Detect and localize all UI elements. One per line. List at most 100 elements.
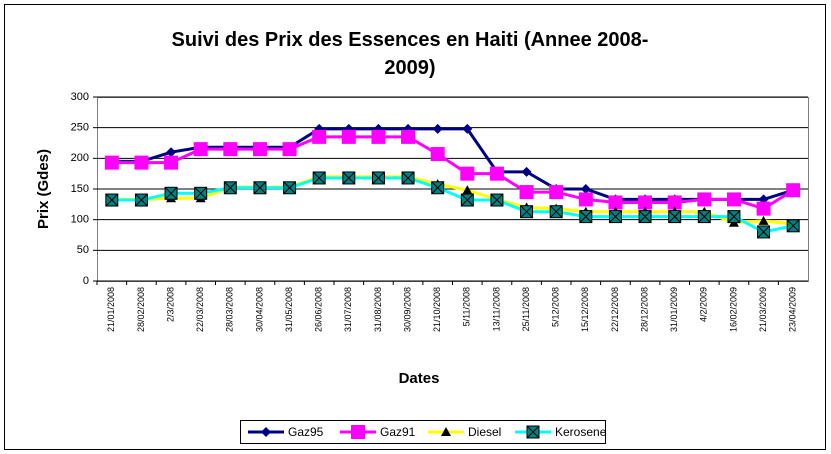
y-tick-label: 100 [71, 214, 89, 226]
x-axis-title: Dates [399, 370, 440, 387]
marker-cross [609, 210, 622, 223]
x-tick-label: 4/2/2009 [699, 287, 709, 322]
point [580, 184, 591, 194]
marker-cross [757, 225, 770, 239]
x-tick-label: 15/12/2008 [580, 287, 590, 332]
marker-cross [283, 181, 296, 195]
point [252, 142, 267, 157]
point [104, 155, 119, 170]
y-tick-label: 200 [71, 152, 89, 164]
x-tick-label: 16/02/2009 [728, 287, 738, 332]
legend-marker [261, 427, 271, 437]
marker-cross [549, 205, 563, 219]
point [519, 185, 534, 200]
point [460, 166, 475, 181]
legend-label: Kerosene [555, 425, 607, 439]
marker-cross [312, 171, 326, 185]
point [638, 195, 653, 210]
point [756, 201, 771, 216]
marker-cross [727, 210, 741, 223]
marker-cross [342, 171, 356, 185]
marker-cross [786, 219, 800, 233]
point [430, 147, 445, 162]
point [223, 142, 238, 157]
point [462, 185, 473, 195]
x-tick-label: 25/11/2008 [521, 287, 531, 331]
x-tick-label: 31/01/2009 [669, 287, 679, 332]
marker-cross [490, 193, 504, 207]
legend-marker [351, 425, 365, 439]
marker-cross [223, 181, 237, 195]
point [166, 147, 177, 158]
y-axis-title: Prix (Gdes) [35, 149, 52, 229]
point [341, 129, 356, 144]
x-tick-label: 30/04/2008 [254, 287, 264, 332]
marker-cross [697, 210, 711, 223]
point [758, 215, 769, 225]
point [193, 142, 208, 157]
point [134, 155, 149, 170]
chart-title: Suivi des Prix des Essences en Haiti (An… [171, 29, 649, 79]
point [608, 195, 623, 210]
point [432, 123, 443, 134]
legend-box [240, 420, 606, 444]
x-tick-label: 28/12/2008 [639, 287, 649, 332]
x-tick-label: 22/12/2008 [610, 287, 620, 332]
x-tick-label: 5/11/2008 [462, 287, 472, 326]
legend-label: Gaz91 [380, 425, 416, 439]
point [312, 129, 327, 144]
marker-cross [668, 210, 682, 223]
x-tick-label: 5/12/2008 [551, 287, 561, 327]
point [164, 155, 179, 170]
marker-cross [579, 210, 593, 223]
point [521, 166, 532, 177]
point [462, 123, 473, 134]
x-tick-label: 30/09/2008 [402, 287, 412, 332]
y-tick-label: 50 [77, 244, 89, 256]
marker-cross [401, 171, 415, 185]
point [697, 192, 712, 207]
marker-cross [520, 205, 533, 219]
legend-marker [441, 427, 451, 436]
point [489, 166, 504, 181]
point [401, 129, 416, 144]
marker-cross [135, 193, 148, 207]
point [786, 183, 801, 198]
marker-cross [460, 193, 474, 207]
x-tick-label: 2/3/2008 [165, 287, 175, 322]
y-tick-label: 0 [83, 275, 89, 287]
point [667, 195, 682, 210]
marker-cross [638, 210, 652, 223]
legend-label: Gaz95 [288, 425, 324, 439]
y-tick-label: 250 [71, 122, 89, 134]
marker-cross [372, 171, 385, 185]
legend-label: Diesel [468, 425, 501, 439]
x-tick-label: 21/03/2009 [758, 287, 768, 332]
point [282, 142, 297, 157]
x-tick-label: 28/02/2008 [136, 287, 146, 332]
chart-border [4, 4, 826, 450]
x-tick-label: 23/04/2009 [788, 287, 798, 332]
x-tick-label: 31/07/2008 [343, 287, 353, 332]
point [371, 129, 386, 144]
x-tick-label: 21/10/2008 [432, 287, 442, 332]
marker-cross [431, 181, 445, 195]
marker-cross [253, 181, 267, 195]
y-tick-label: 300 [71, 91, 89, 103]
point [549, 185, 564, 200]
x-tick-label: 26/06/2008 [314, 287, 324, 332]
marker-cross [194, 186, 208, 200]
y-tick-label: 150 [71, 183, 89, 195]
point [726, 192, 741, 207]
marker-cross [164, 186, 178, 200]
x-tick-label: 21/01/2008 [106, 287, 116, 332]
marker-cross [526, 425, 540, 439]
x-tick-label: 31/08/2008 [373, 287, 383, 332]
x-tick-label: 28/03/2008 [225, 287, 235, 332]
x-tick-label: 22/03/2008 [195, 287, 205, 332]
marker-cross [105, 193, 119, 207]
x-tick-label: 31/05/2008 [284, 287, 294, 332]
point [578, 192, 593, 207]
